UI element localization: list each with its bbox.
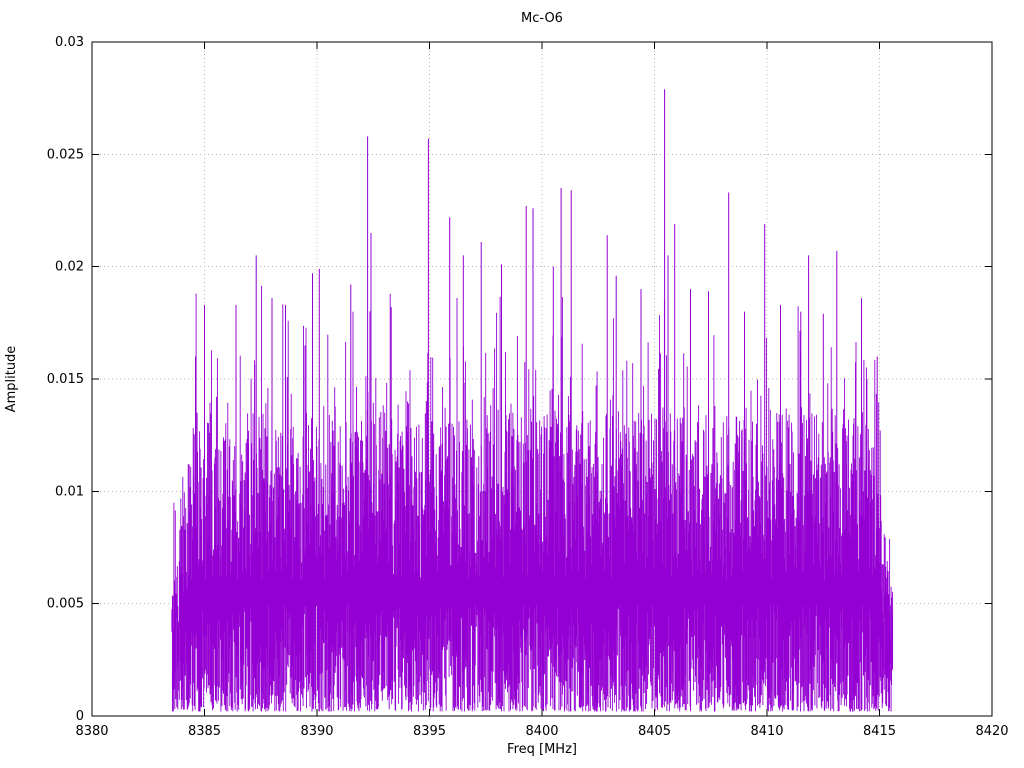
y-tick-label: 0.005 xyxy=(47,597,84,612)
x-tick-label: 8420 xyxy=(975,724,1008,739)
y-tick-label: 0 xyxy=(76,709,84,724)
y-tick-label: 0.02 xyxy=(55,260,84,275)
y-tick-label: 0.03 xyxy=(55,35,84,50)
noise-spectrum-path xyxy=(171,285,894,712)
x-tick-label: 8380 xyxy=(75,724,108,739)
y-tick-label: 0.025 xyxy=(47,147,84,162)
axis-ticks xyxy=(91,41,993,717)
x-axis-label: Freq [MHz] xyxy=(507,742,577,757)
x-tick-label: 8400 xyxy=(525,724,558,739)
y-tick-label: 0.015 xyxy=(47,372,84,387)
x-tick-label: 8385 xyxy=(188,724,221,739)
spectrum-series xyxy=(171,89,894,712)
x-tick-label: 8405 xyxy=(638,724,671,739)
x-tick-label: 8410 xyxy=(750,724,783,739)
y-tick-label: 0.01 xyxy=(55,484,84,499)
tick-labels: 8380 8385 8390 8395 8400 8405 8410 8415 8420 0 0.0… xyxy=(47,35,1009,739)
x-tick-label: 8390 xyxy=(300,724,333,739)
y-axis-label: Amplitude xyxy=(4,346,19,413)
x-tick-label: 8415 xyxy=(863,724,896,739)
x-tick-label: 8395 xyxy=(413,724,446,739)
chart-title: Mc-O6 xyxy=(521,11,563,26)
peak-spikes-path xyxy=(195,89,878,638)
